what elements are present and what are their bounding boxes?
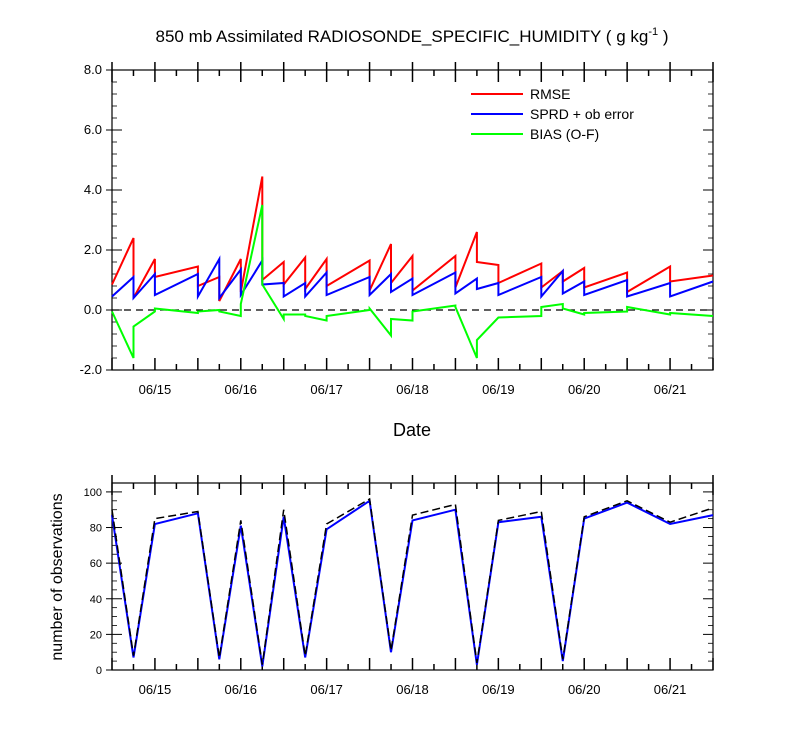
chart-title: 850 mb Assimilated RADIOSONDE_SPECIFIC_H…: [156, 26, 669, 46]
top-xtick-label: 06/18: [396, 382, 429, 397]
top-ytick-label: 4.0: [84, 182, 102, 197]
bottom-series-total-observations: [111, 497, 714, 665]
bottom-xtick-label: 06/20: [568, 682, 601, 697]
top-series-sprd-ob-error: [111, 255, 714, 301]
legend-label: BIAS (O-F): [530, 126, 599, 142]
bottom-frame: [111, 482, 714, 671]
top-xtick-label: 06/16: [225, 382, 258, 397]
bottom-y-axis-label: number of observations: [49, 493, 66, 660]
bottom-ytick-label: 80: [90, 523, 102, 535]
bottom-xtick-label: 06/17: [310, 682, 343, 697]
bottom-series-used-observations: [111, 499, 714, 667]
bottom-ytick-label: 20: [90, 629, 102, 641]
bottom-ytick-label: 40: [90, 594, 102, 606]
bottom-ytick-label: 0: [96, 665, 102, 677]
top-xtick-label: 06/15: [139, 382, 172, 397]
top-xtick-label: 06/21: [654, 382, 687, 397]
bottom-xtick-label: 06/15: [139, 682, 172, 697]
title-superscript: -1: [648, 26, 658, 38]
bottom-plot-panel: 0 20 40 60 80 100 06/15 06/16 06/17 06/18 06/19 06/…: [84, 475, 714, 697]
title-end: ): [658, 27, 668, 46]
top-series-bias-o-f: [111, 204, 714, 359]
bottom-ytick-label: 100: [84, 487, 102, 499]
top-x-axis-label: Date: [393, 420, 431, 440]
bottom-xtick-label: 06/19: [482, 682, 515, 697]
top-ytick-label: 8.0: [84, 62, 102, 77]
top-xtick-label: 06/17: [310, 382, 343, 397]
bottom-xtick-label: 06/21: [654, 682, 687, 697]
bottom-xtick-label: 06/16: [225, 682, 258, 697]
top-plot-panel: -2.0 0.0 2.0 4.0 6.0 8.0 06/15 06/16 06/17 06/18 0…: [80, 62, 714, 397]
top-xtick-label: 06/20: [568, 382, 601, 397]
legend-label: RMSE: [530, 86, 570, 102]
top-series-rmse: [111, 176, 714, 302]
legend-label: SPRD + ob error: [530, 106, 634, 122]
top-xtick-label: 06/19: [482, 382, 515, 397]
top-ytick-label: 0.0: [84, 302, 102, 317]
top-ytick-label: -2.0: [80, 362, 102, 377]
top-ytick-label: 2.0: [84, 242, 102, 257]
bottom-ytick-label: 60: [90, 558, 102, 570]
top-ytick-label: 6.0: [84, 122, 102, 137]
bottom-xtick-label: 06/18: [396, 682, 429, 697]
